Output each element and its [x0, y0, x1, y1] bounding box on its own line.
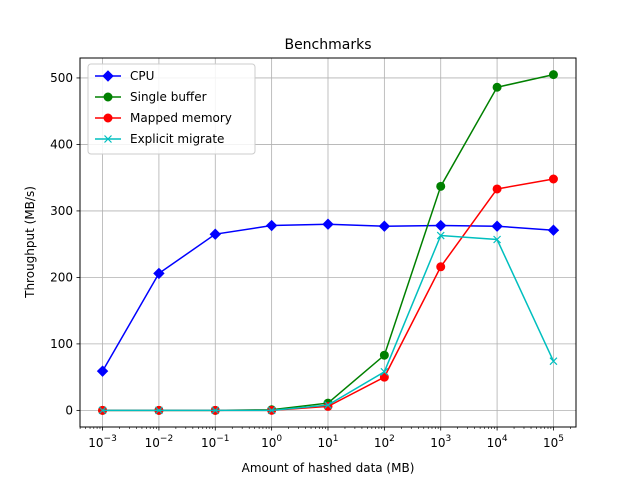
legend-label: Single buffer [130, 90, 207, 104]
series-layer [96, 70, 560, 415]
y-tick-label: 0 [65, 403, 73, 417]
data-point-cpu [491, 220, 503, 232]
y-tick-label: 200 [50, 270, 73, 284]
legend-marker [104, 135, 112, 143]
data-point-mapped-memory [492, 184, 502, 194]
data-point-explicit-migrate [493, 235, 502, 244]
x-tick-label: 10−2 [145, 434, 174, 450]
series-explicit-migrate [98, 231, 558, 415]
y-tick-label: 100 [50, 337, 73, 351]
legend-marker [103, 113, 113, 123]
x-tick-label: 105 [543, 434, 564, 450]
y-tick-label: 300 [50, 204, 73, 218]
y-tick-label: 400 [50, 137, 73, 151]
legend-item-explicit-migrate: Explicit migrate [95, 132, 224, 146]
data-point-cpu [435, 219, 447, 232]
data-point-mapped-memory [436, 262, 446, 272]
x-tick-label: 103 [430, 434, 451, 450]
ticks: 10−3 10−2 10−1 100 101 102 103 104 105 0 100 200 300… [50, 71, 571, 450]
data-point-explicit-migrate [324, 401, 332, 409]
legend-item-cpu: CPU [95, 69, 154, 83]
data-point-single-buffer [379, 350, 389, 360]
data-point-explicit-migrate [436, 231, 445, 240]
data-point-cpu [209, 228, 221, 240]
data-point-cpu [547, 224, 560, 236]
x-tick-label: 100 [261, 434, 282, 450]
chart-title: Benchmarks [284, 37, 371, 53]
data-point-explicit-migrate [98, 406, 107, 415]
data-point-mapped-memory [379, 372, 389, 382]
legend-item-mapped-memory: Mapped memory [95, 111, 232, 125]
data-point-explicit-migrate [154, 406, 163, 415]
data-point-cpu [378, 220, 391, 232]
series-cpu [96, 218, 560, 377]
data-point-single-buffer [548, 70, 558, 80]
x-tick-label: 10−3 [88, 434, 117, 450]
x-tick-label: 102 [374, 434, 395, 450]
legend-label: Explicit migrate [130, 132, 224, 146]
y-tick-label: 500 [50, 71, 73, 85]
x-tick-label: 101 [317, 434, 338, 450]
data-point-single-buffer [492, 82, 502, 92]
data-point-explicit-migrate [211, 406, 220, 415]
y-axis-label: Throughput (MB/s) [23, 186, 37, 299]
legend: CPU Single buffer Mapped memory Explicit mi… [87, 63, 256, 155]
legend-box [87, 63, 256, 155]
data-point-mapped-memory [548, 174, 558, 184]
legend-label: CPU [130, 69, 154, 83]
legend-item-single-buffer: Single buffer [95, 90, 207, 104]
data-point-cpu [265, 219, 278, 232]
data-point-cpu [96, 365, 109, 377]
data-point-explicit-migrate [380, 367, 389, 376]
x-axis-label: Amount of hashed data (MB) [242, 461, 415, 475]
data-point-cpu [322, 218, 334, 230]
data-point-explicit-migrate [549, 357, 558, 366]
legend-label: Mapped memory [130, 111, 232, 125]
data-point-cpu [153, 267, 165, 280]
data-point-single-buffer [436, 181, 446, 191]
legend-marker [103, 92, 113, 102]
x-tick-label: 104 [487, 434, 508, 450]
x-tick-label: 10−1 [201, 434, 230, 450]
legend-marker [102, 70, 114, 82]
data-point-explicit-migrate [267, 406, 276, 415]
